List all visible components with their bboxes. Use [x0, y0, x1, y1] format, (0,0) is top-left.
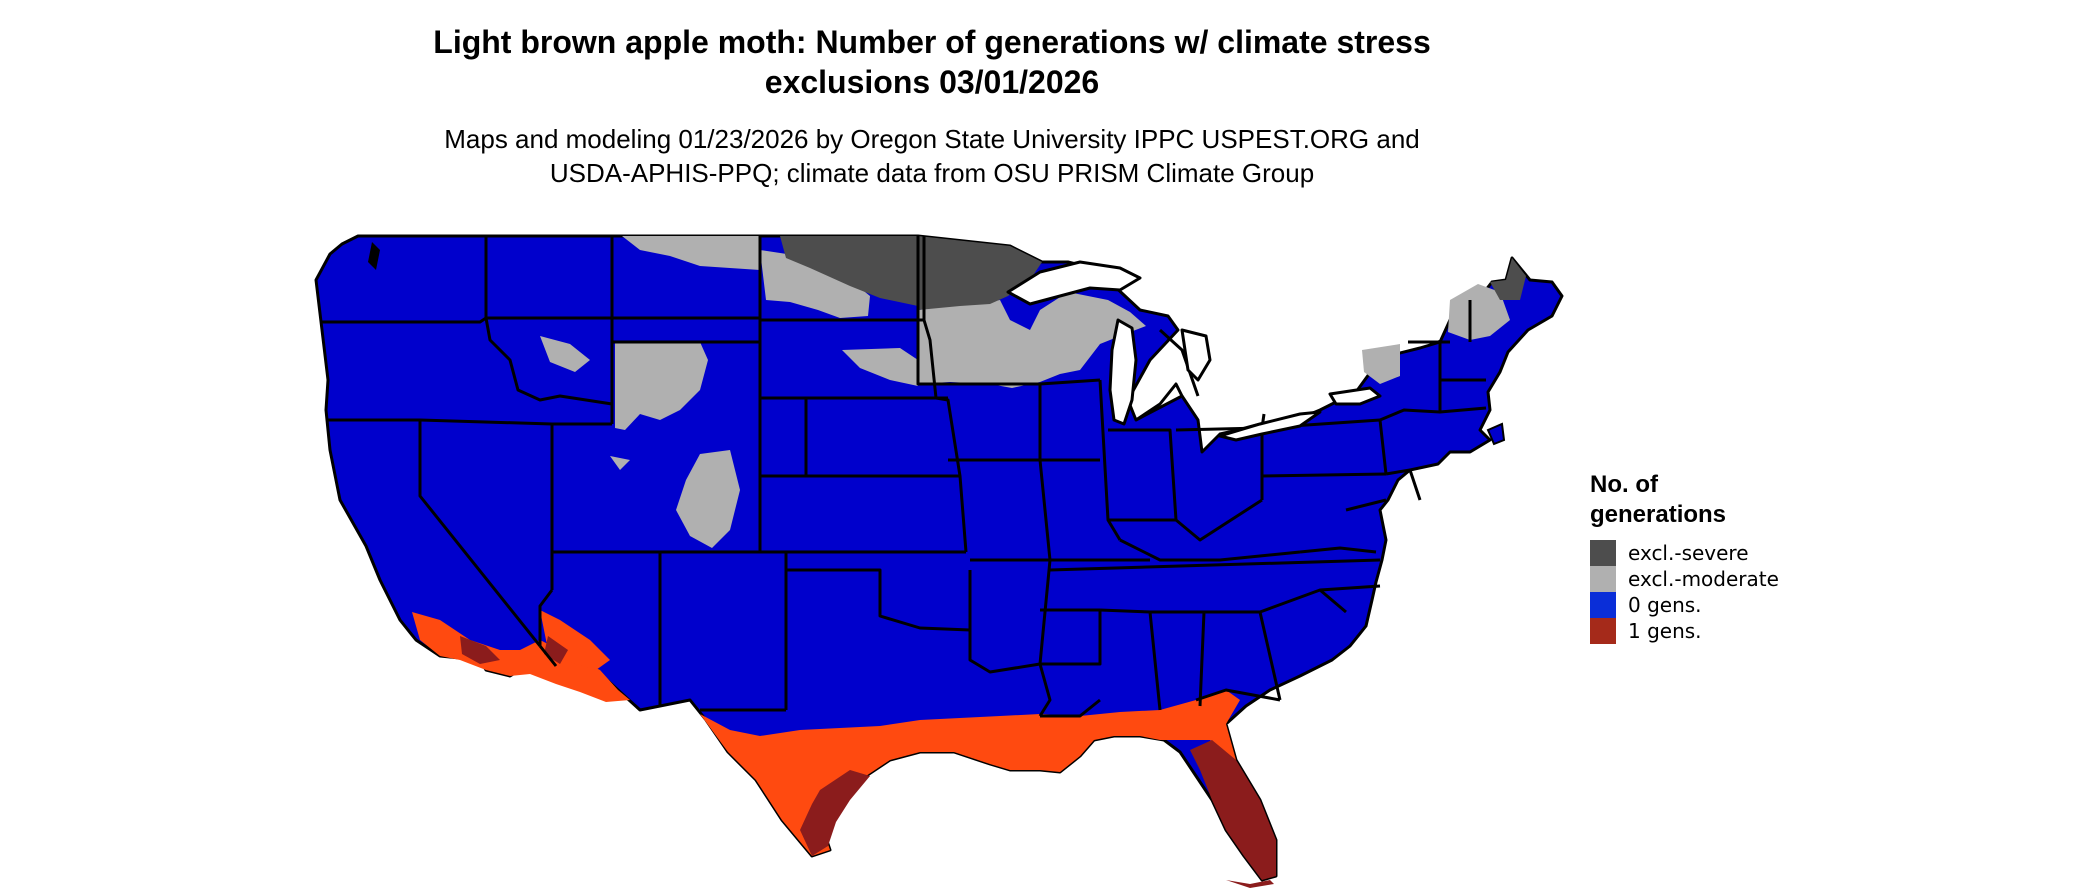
state-boundaries: [322, 236, 1487, 718]
puget-sound: [368, 242, 380, 270]
map-subtitle-line-1: Maps and modeling 01/23/2026 by Oregon S…: [444, 124, 1420, 154]
map-title: Light brown apple moth: Number of genera…: [0, 22, 1864, 102]
legend-item-excl-moderate: excl.-moderate: [1590, 566, 1890, 592]
legend-item-excl-severe: excl.-severe: [1590, 540, 1890, 566]
florida-keys: [1226, 880, 1274, 888]
legend-swatch-0-gens: [1590, 592, 1616, 618]
map-title-line-1: Light brown apple moth: Number of genera…: [433, 24, 1431, 60]
legend-title-line-1: No. of: [1590, 471, 1658, 498]
legend-item-0-gens: 0 gens.: [1590, 592, 1890, 618]
legend-item-1-gens: 1 gens.: [1590, 618, 1890, 644]
legend-label-0-gens: 0 gens.: [1628, 593, 1702, 617]
excl-severe-zones: [780, 236, 1526, 310]
map-subtitle-line-2: USDA-APHIS-PPQ; climate data from OSU PR…: [549, 158, 1315, 188]
lake-huron: [1180, 328, 1212, 382]
legend-swatch-excl-severe: [1590, 540, 1616, 566]
legend-label-excl-severe: excl.-severe: [1628, 541, 1749, 565]
lake-michigan: [1108, 318, 1138, 426]
legend-title: No. of generations: [1590, 470, 1890, 530]
great-lakes: [1006, 260, 1382, 442]
lake-erie: [1218, 410, 1322, 442]
lake-ontario: [1328, 386, 1382, 406]
one-gen-zones: [412, 610, 1276, 880]
legend-label-excl-moderate: excl.-moderate: [1628, 567, 1779, 591]
map-subtitle: Maps and modeling 01/23/2026 by Oregon S…: [0, 122, 1864, 190]
legend-label-1-gens: 1 gens.: [1628, 619, 1702, 643]
excl-moderate-zones: [540, 236, 1510, 548]
map-title-line-2: exclusions 03/01/2026: [764, 64, 1100, 100]
legend-title-line-2: generations: [1590, 501, 1727, 528]
legend-swatch-excl-moderate: [1590, 566, 1616, 592]
lake-superior: [1006, 260, 1142, 306]
legend: No. of generations excl.-severe excl.-mo…: [1590, 470, 1890, 644]
legend-swatch-1-gens: [1590, 618, 1616, 644]
cape-cod: [1486, 422, 1506, 446]
